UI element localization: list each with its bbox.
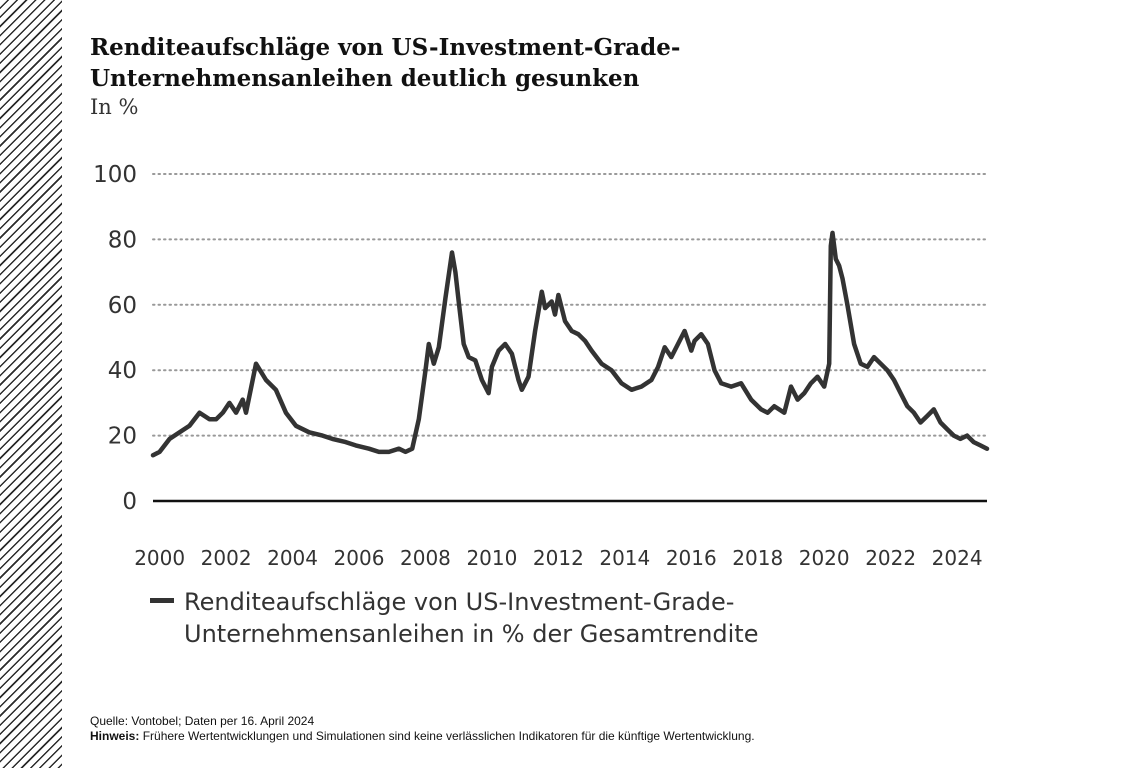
y-tick-label: 80 [108,227,137,253]
legend: Renditeaufschläge von US-Investment-Grad… [150,586,824,650]
x-tick-label: 2022 [865,546,916,570]
disclaimer: Hinweis: Frühere Wertentwicklungen und S… [90,729,755,744]
x-tick-label: 2004 [267,546,318,570]
grid-lines [152,173,988,503]
y-axis-ticks: 0 20 40 60 80 100 [93,162,137,515]
x-axis-ticks: 2000 2002 2004 2006 2008 2010 2012 2014 2016 2018… [134,546,982,570]
x-tick-label: 2016 [666,546,717,570]
y-tick-label: 20 [108,424,137,450]
hatched-border [0,0,62,768]
y-tick-label: 0 [122,489,137,515]
x-tick-label: 2024 [932,546,983,570]
x-tick-label: 2020 [799,546,850,570]
chart-subtitle: In % [90,95,139,119]
legend-label: Renditeaufschläge von US-Investment-Grad… [184,588,759,648]
footer: Quelle: Vontobel; Daten per 16. April 20… [90,714,755,744]
x-tick-label: 2012 [533,546,584,570]
series-line-0 [150,230,990,458]
x-tick-label: 2018 [732,546,783,570]
y-tick-label: 60 [108,293,137,319]
source-note: Quelle: Vontobel; Daten per 16. April 20… [90,714,315,728]
chart-title: Renditeaufschläge von US-Investment-Grad… [90,34,681,92]
x-tick-label: 2000 [134,546,185,570]
series-layer [150,230,990,458]
x-tick-label: 2006 [334,546,385,570]
x-tick-label: 2008 [400,546,451,570]
x-tick-label: 2002 [201,546,252,570]
y-tick-label: 40 [108,358,137,384]
line-chart: 0 20 40 60 80 100 2000 2002 2004 2006 2008 2010 201… [93,162,990,570]
x-tick-label: 2014 [599,546,650,570]
disclaimer-text: Frühere Wertentwicklungen und Simulation… [142,729,755,743]
y-tick-label: 100 [93,162,137,188]
legend-swatch [150,598,174,603]
x-tick-label: 2010 [466,546,517,570]
disclaimer-label: Hinweis: [90,729,140,743]
